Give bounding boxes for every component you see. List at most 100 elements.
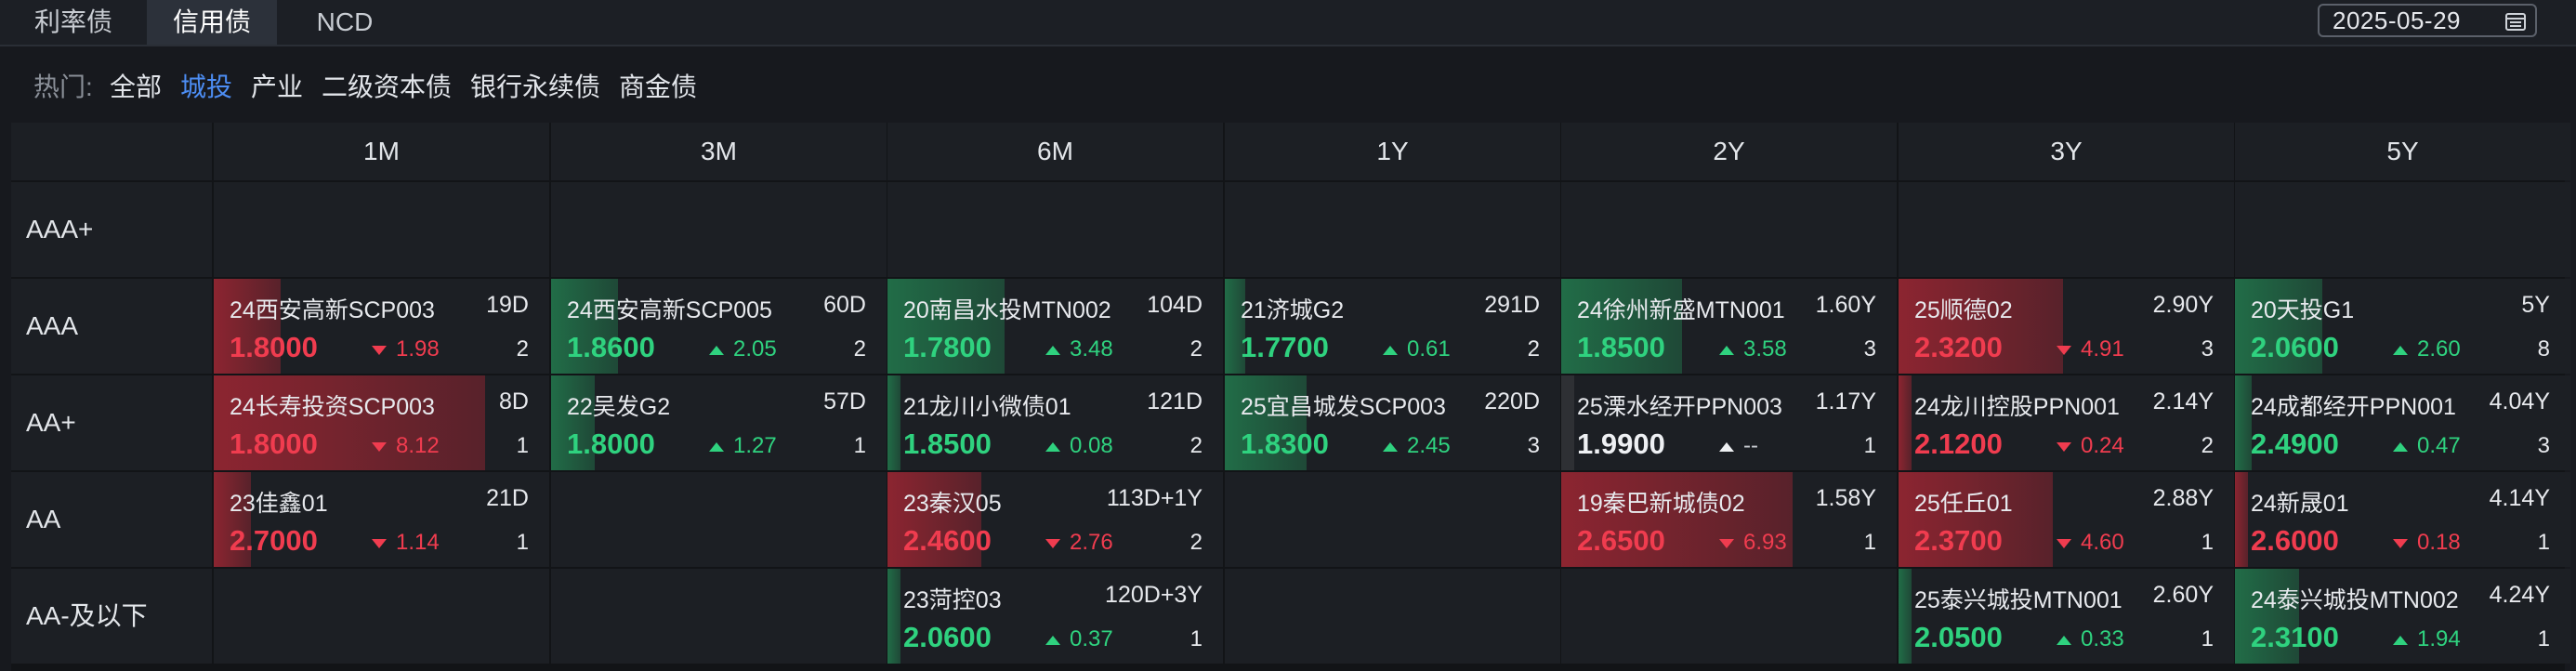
bond-yield: 1.8500 [903, 428, 992, 460]
bond-bp-change: 4.91 [2057, 336, 2124, 362]
column-header-5y[interactable]: 5Y [2235, 123, 2570, 180]
tab-rates[interactable]: 利率债 [33, 7, 112, 36]
bond-remaining-term: 2.90Y [2152, 292, 2214, 318]
bond-yield: 1.8000 [230, 331, 318, 363]
bond-cell[interactable]: 24新晟01 4.14Y 2.6000 0.18 1 [2235, 472, 2570, 567]
bond-yield: 2.7000 [230, 524, 318, 557]
change-magnitude-bar [1899, 569, 1912, 664]
bond-name: 20天投G1 [2251, 297, 2355, 323]
bond-yield: 2.6000 [2251, 524, 2339, 557]
bond-name: 21龙川小微债01 [903, 394, 1071, 420]
trade-count: 2 [1189, 433, 1203, 458]
bond-cell[interactable]: 19秦巴新城债02 1.58Y 2.6500 6.93 1 [1561, 472, 1897, 567]
trade-count: 2 [853, 336, 866, 362]
bond-cell[interactable]: 21龙川小微债01 121D 1.8500 0.08 2 [887, 375, 1223, 470]
bond-name: 24龙川控股PPN001 [1914, 394, 2120, 420]
bond-name: 24成都经开PPN001 [2251, 394, 2456, 420]
bond-bp-change-value: 0.33 [2081, 626, 2124, 651]
bond-name: 24新晟01 [2251, 491, 2349, 517]
bond-cell[interactable]: 24西安高新SCP003 19D 1.8000 1.98 2 [214, 279, 549, 374]
bond-cell[interactable]: 24徐州新盛MTN001 1.60Y 1.8500 3.58 3 [1561, 279, 1897, 374]
hot-filter-bank-perpetual[interactable]: 银行永续债 [470, 72, 601, 101]
bond-bp-change: 2.45 [1383, 433, 1451, 459]
column-header-6m[interactable]: 6M [887, 123, 1223, 180]
empty-cell [1561, 569, 1897, 664]
hot-filter-industry[interactable]: 产业 [251, 72, 304, 101]
bond-cell[interactable]: 21济城G2 291D 1.7700 0.61 2 [1225, 279, 1560, 374]
bond-bp-change-value: 3.48 [1070, 336, 1113, 362]
bond-cell[interactable]: 24泰兴城投MTN002 4.24Y 2.3100 1.94 1 [2235, 569, 2570, 664]
bond-bp-change-value: 2.45 [1407, 433, 1451, 458]
empty-cell [214, 569, 549, 664]
empty-cell [1225, 182, 1560, 277]
bond-cell[interactable]: 20南昌水投MTN002 104D 1.7800 3.48 2 [887, 279, 1223, 374]
bond-cell[interactable]: 24长寿投资SCP003 8D 1.8000 8.12 1 [214, 375, 549, 470]
hot-filter-tier2-capital[interactable]: 二级资本债 [322, 72, 453, 101]
column-header-2y[interactable]: 2Y [1561, 123, 1897, 180]
bond-bp-change: 0.18 [2393, 530, 2461, 556]
tab-credit[interactable]: 信用债 [147, 0, 277, 45]
hot-filter-commercial-financial[interactable]: 商金债 [619, 72, 698, 101]
bond-name: 25宜昌城发SCP003 [1241, 394, 1446, 420]
bond-bp-change-value: 3.58 [1743, 336, 1787, 362]
change-magnitude-bar [1561, 375, 1575, 470]
hot-filter-bar: 热门: 全部 城投 产业 二级资本债 银行永续债 商金债 [0, 46, 2576, 121]
column-header-1y[interactable]: 1Y [1225, 123, 1560, 180]
bond-name: 23秦汉05 [903, 491, 1002, 517]
hot-filter-label: 热门: [33, 72, 93, 101]
bond-yield: 2.4900 [2251, 428, 2339, 460]
column-header-3m[interactable]: 3M [551, 123, 887, 180]
bond-bp-change-value: 0.24 [2081, 433, 2124, 458]
bond-name: 25任丘01 [1914, 491, 2013, 517]
bond-yield: 1.8000 [230, 428, 318, 460]
bond-bp-change: 2.05 [709, 336, 777, 362]
bond-cell[interactable]: 25宜昌城发SCP003 220D 1.8300 2.45 3 [1225, 375, 1560, 470]
date-picker[interactable]: 2025-05-29 [2318, 4, 2537, 37]
bond-bp-change: 6.93 [1719, 530, 1787, 556]
bond-bp-change-value: 2.60 [2417, 336, 2461, 362]
row-label-rating: AAA [11, 279, 212, 374]
change-magnitude-bar [1225, 375, 1308, 470]
bond-remaining-term: 220D [1484, 388, 1540, 414]
bond-cell[interactable]: 24西安高新SCP005 60D 1.8600 2.05 2 [551, 279, 887, 374]
hot-filter-chengtou[interactable]: 城投 [180, 72, 233, 101]
arrow-up-icon [1045, 345, 1060, 355]
trade-count: 8 [2537, 336, 2550, 362]
bond-remaining-term: 2.60Y [2152, 582, 2214, 608]
bond-bp-change-value: 4.60 [2081, 530, 2124, 555]
bond-bp-change-value: 1.98 [396, 336, 440, 362]
arrow-up-icon [2057, 635, 2071, 645]
trade-count: 3 [2201, 336, 2214, 362]
bond-cell[interactable]: 23菏控03 120D+3Y 2.0600 0.37 1 [887, 569, 1223, 664]
column-header-1m[interactable]: 1M [214, 123, 549, 180]
change-magnitude-bar [887, 472, 982, 567]
bond-yield: 1.7800 [903, 331, 992, 363]
bond-cell[interactable]: 23秦汉05 113D+1Y 2.4600 2.76 2 [887, 472, 1223, 567]
hot-filter-all[interactable]: 全部 [110, 72, 163, 101]
bond-cell[interactable]: 25泰兴城投MTN001 2.60Y 2.0500 0.33 1 [1899, 569, 2234, 664]
arrow-up-icon [1719, 345, 1734, 355]
bond-remaining-term: 60D [823, 292, 866, 318]
arrow-up-icon [709, 441, 724, 452]
bond-cell[interactable]: 20天投G1 5Y 2.0600 2.60 8 [2235, 279, 2570, 374]
tab-ncd[interactable]: NCD [316, 7, 374, 36]
bond-cell[interactable]: 23佳鑫01 21D 2.7000 1.14 1 [214, 472, 549, 567]
bond-bp-change: 0.08 [1045, 433, 1113, 459]
bond-bp-change-value: 8.12 [396, 433, 440, 458]
bond-cell[interactable]: 25任丘01 2.88Y 2.3700 4.60 1 [1899, 472, 2234, 567]
change-magnitude-bar [1225, 279, 1245, 374]
bond-cell[interactable]: 22吴发G2 57D 1.8000 1.27 1 [551, 375, 887, 470]
bond-remaining-term: 21D [486, 485, 529, 511]
arrow-up-icon [1383, 441, 1398, 452]
bond-yield: 2.0600 [2251, 331, 2339, 363]
bond-cell[interactable]: 25溧水经开PPN003 1.17Y 1.9900 -- 1 [1561, 375, 1897, 470]
bond-cell[interactable]: 24龙川控股PPN001 2.14Y 2.1200 0.24 2 [1899, 375, 2234, 470]
bond-cell[interactable]: 25顺德02 2.90Y 2.3200 4.91 3 [1899, 279, 2234, 374]
column-header-3y[interactable]: 3Y [1899, 123, 2234, 180]
trade-count: 1 [1863, 433, 1876, 458]
trade-count: 1 [2201, 530, 2214, 555]
bond-bp-change-value: 2.76 [1070, 530, 1113, 555]
bond-cell[interactable]: 24成都经开PPN001 4.04Y 2.4900 0.47 3 [2235, 375, 2570, 470]
trade-count: 3 [2537, 433, 2550, 458]
empty-cell [551, 472, 887, 567]
